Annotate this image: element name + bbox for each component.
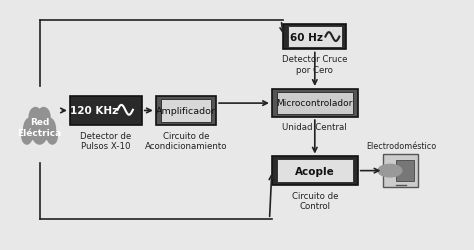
Text: Circuito de
Control: Circuito de Control xyxy=(292,191,338,210)
FancyBboxPatch shape xyxy=(277,160,353,182)
FancyBboxPatch shape xyxy=(272,90,358,118)
Text: Detector Cruce
por Cero: Detector Cruce por Cero xyxy=(282,55,347,74)
Text: 60 Hz: 60 Hz xyxy=(290,32,323,42)
Ellipse shape xyxy=(29,108,42,127)
FancyBboxPatch shape xyxy=(155,97,216,125)
Text: Acople: Acople xyxy=(295,166,335,176)
Ellipse shape xyxy=(37,108,50,127)
Ellipse shape xyxy=(28,120,51,134)
Ellipse shape xyxy=(33,126,46,144)
Text: Circuito de
Acondicionamiento: Circuito de Acondicionamiento xyxy=(145,131,227,150)
FancyBboxPatch shape xyxy=(161,100,211,122)
Ellipse shape xyxy=(22,129,32,144)
FancyBboxPatch shape xyxy=(283,24,346,50)
FancyBboxPatch shape xyxy=(396,160,414,181)
FancyBboxPatch shape xyxy=(383,154,418,188)
Ellipse shape xyxy=(24,118,37,141)
Text: 120 KHz: 120 KHz xyxy=(70,105,118,115)
FancyBboxPatch shape xyxy=(288,27,342,48)
Circle shape xyxy=(378,165,402,177)
Ellipse shape xyxy=(47,129,57,144)
Text: Electrodoméstico: Electrodoméstico xyxy=(366,142,436,151)
FancyBboxPatch shape xyxy=(272,157,358,185)
FancyBboxPatch shape xyxy=(277,92,353,115)
FancyBboxPatch shape xyxy=(70,97,142,125)
Ellipse shape xyxy=(30,111,49,139)
Text: Red
Eléctrica: Red Eléctrica xyxy=(18,118,62,137)
Text: Unidad Central: Unidad Central xyxy=(283,122,347,132)
Text: Microcontrolador: Microcontrolador xyxy=(277,99,353,108)
Text: Detector de
Pulsos X-10: Detector de Pulsos X-10 xyxy=(80,131,131,150)
Ellipse shape xyxy=(42,118,55,141)
Text: Amplificador: Amplificador xyxy=(156,106,216,116)
